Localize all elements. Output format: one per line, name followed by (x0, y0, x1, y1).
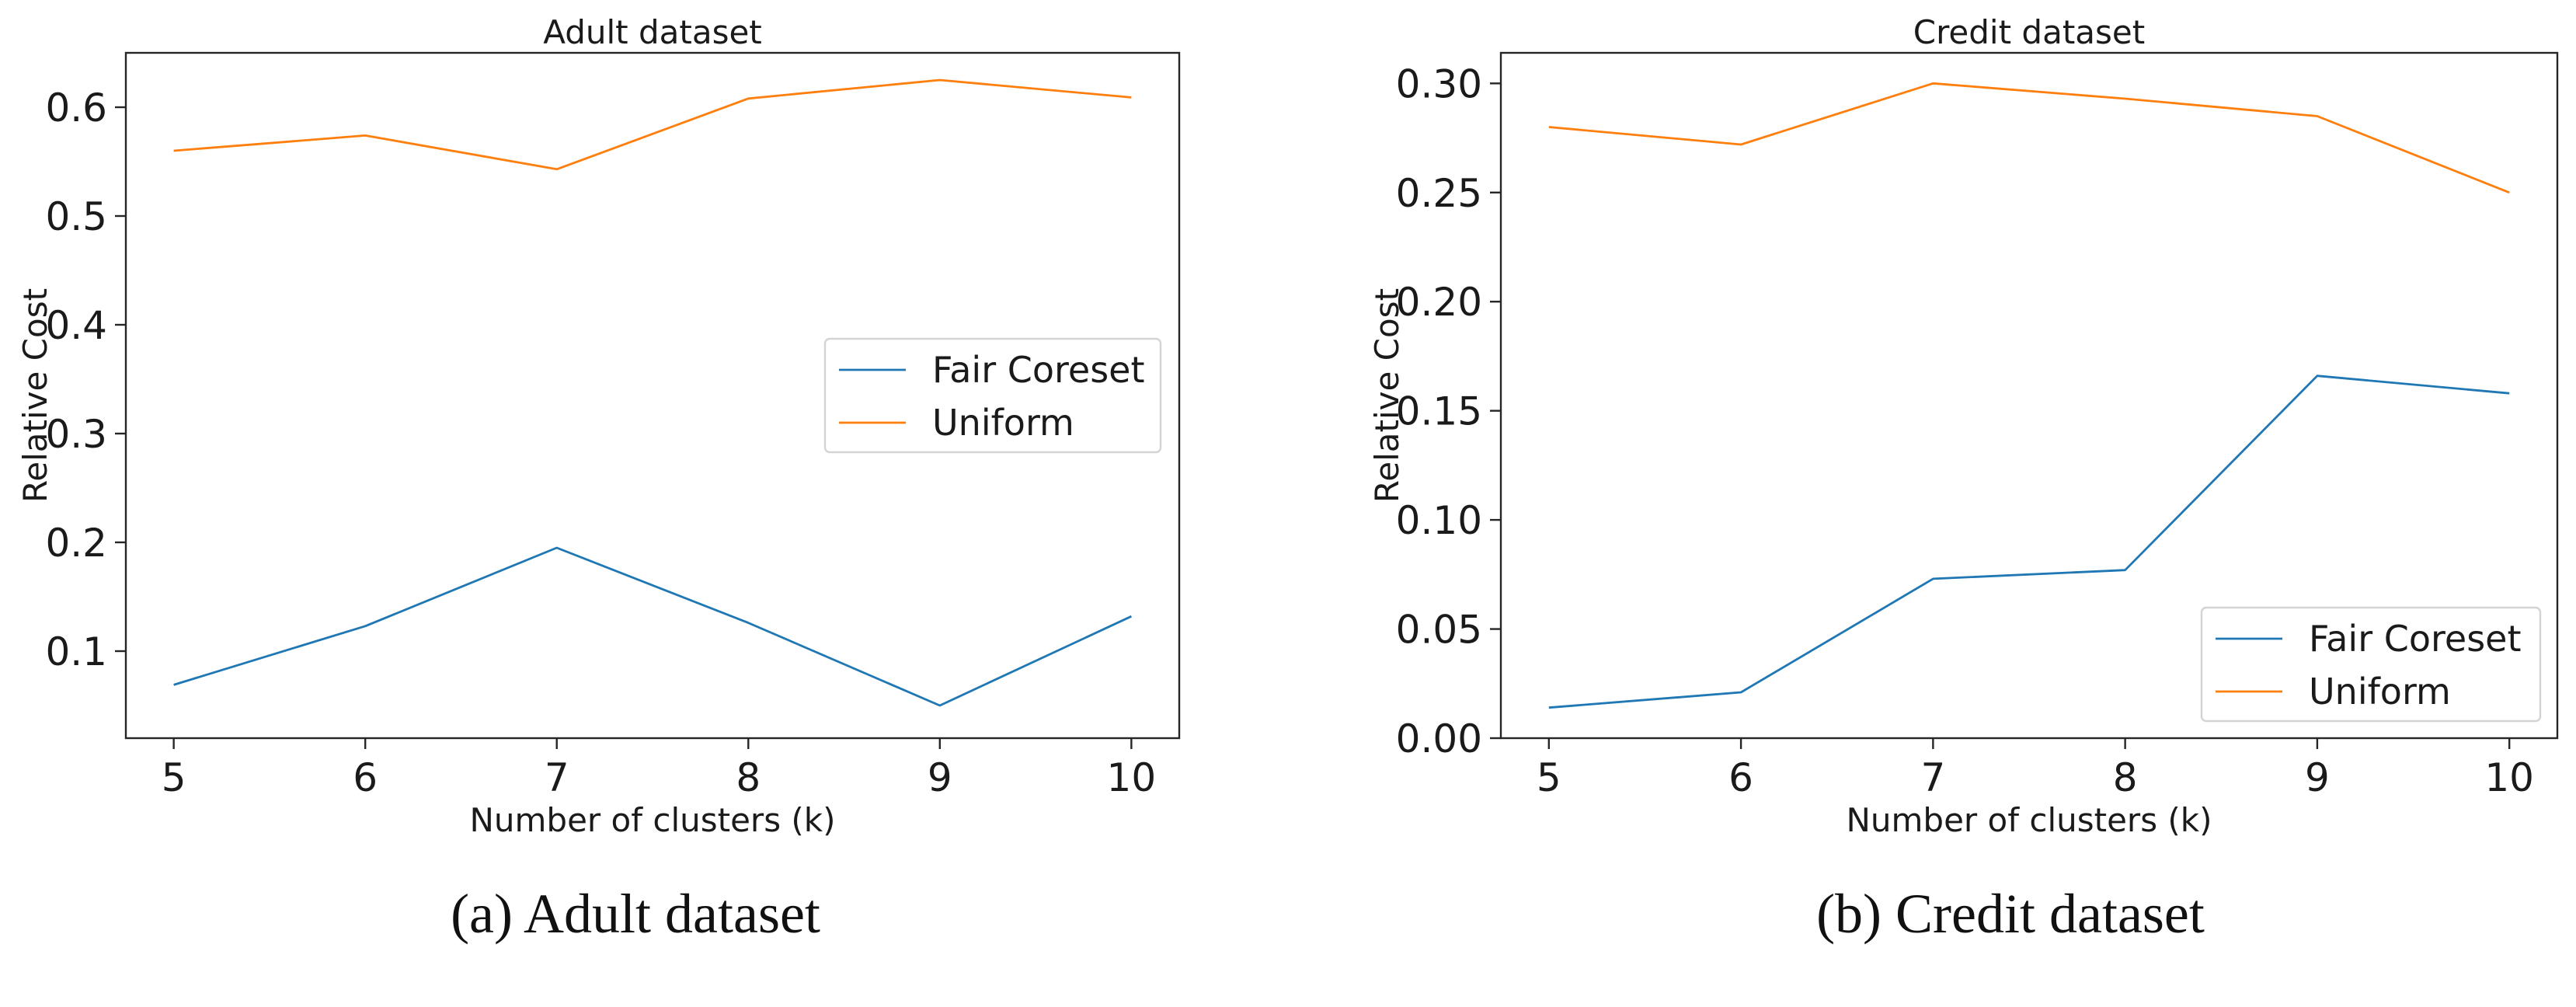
legend: Fair Coreset Uniform (2200, 606, 2542, 723)
y-tick-label: 0.00 (1396, 716, 1482, 761)
y-tick-label: 0.4 (45, 303, 107, 348)
y-tick-label: 0.20 (1396, 280, 1482, 325)
y-tick-label: 0.05 (1396, 608, 1482, 653)
x-tick-label: 6 (1728, 755, 1753, 800)
figure-caption: (a) Adult dataset (451, 883, 820, 945)
series-line-uniform (1548, 82, 2510, 194)
x-tick-label: 7 (545, 755, 569, 800)
y-tick-label: 0.10 (1396, 498, 1482, 543)
x-tick-label: 8 (2113, 755, 2138, 800)
legend-label: Uniform (932, 402, 1074, 444)
y-tick-label: 0.1 (45, 629, 107, 674)
x-tick-label: 6 (353, 755, 378, 800)
chart-title: Adult dataset (543, 13, 762, 51)
y-tick-label: 0.30 (1396, 61, 1482, 106)
chart-panel-0: Adult dataset 5 6 7 8 9 10 0.1 0.2 0.3 0.4 0.5 0.6 Nu… (16, 13, 1181, 945)
plot-frame (1499, 51, 2559, 740)
x-tick-label: 10 (2484, 755, 2534, 800)
series-line-fair-coreset (1548, 375, 2510, 709)
y-tick-label: 0.25 (1396, 171, 1482, 216)
x-tick-label: 5 (162, 755, 186, 800)
chart-title: Credit dataset (1913, 13, 2145, 51)
plot-frame (124, 51, 1181, 740)
series-line-uniform (173, 78, 1132, 171)
legend-label: Uniform (2309, 671, 2451, 713)
legend-box (823, 337, 1162, 454)
x-axis-label: Number of clusters (k) (469, 801, 835, 839)
y-tick-label: 0.15 (1396, 389, 1482, 434)
x-axis-label: Number of clusters (k) (1846, 801, 2212, 839)
x-tick-label: 7 (1920, 755, 1945, 800)
series-line-fair-coreset (173, 546, 1132, 707)
legend-label: Fair Coreset (2309, 618, 2522, 660)
x-tick-label: 10 (1107, 755, 1157, 800)
y-axis-label: Relative Cost (16, 288, 54, 503)
x-tick-label: 9 (928, 755, 952, 800)
x-tick-label: 5 (1537, 755, 1561, 800)
x-tick-label: 8 (736, 755, 761, 800)
y-tick-label: 0.2 (45, 521, 107, 566)
y-tick-label: 0.5 (45, 194, 107, 239)
legend: Fair Coreset Uniform (823, 337, 1162, 454)
y-tick-label: 0.3 (45, 412, 107, 457)
legend-box (2200, 606, 2542, 723)
figure-caption: (b) Credit dataset (1816, 883, 2205, 945)
y-tick-label: 0.6 (45, 85, 107, 131)
y-axis-label: Relative Cost (1368, 288, 1406, 503)
x-tick-label: 9 (2305, 755, 2330, 800)
chart-panel-1: Credit dataset 5 6 7 8 9 10 0.00 0.05 0.10 0.15 0.2… (1368, 13, 2559, 945)
legend-label: Fair Coreset (932, 349, 1145, 391)
